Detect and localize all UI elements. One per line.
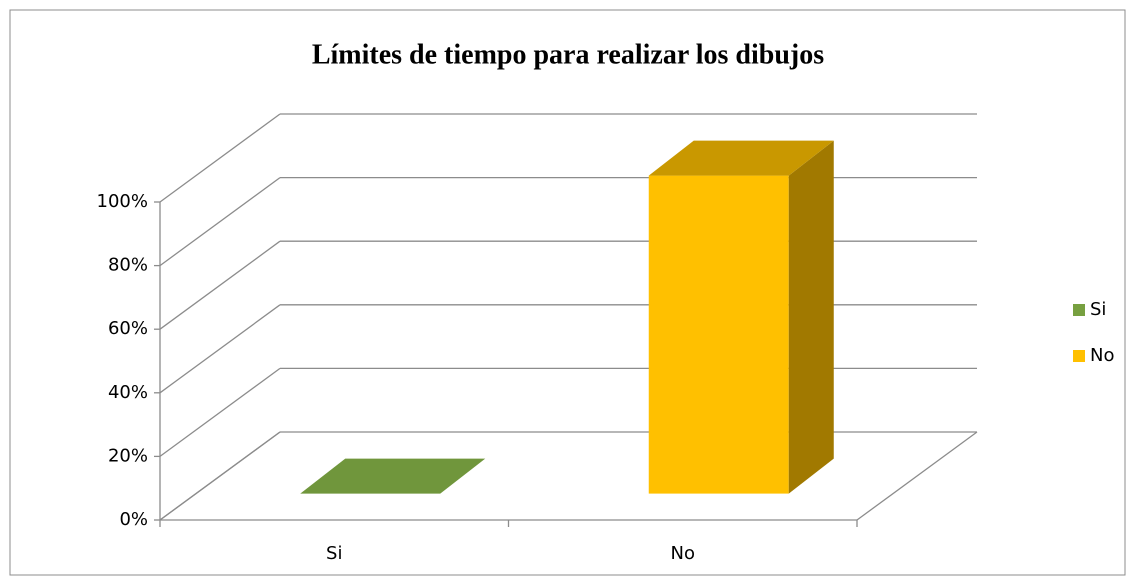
bar-side — [788, 140, 834, 494]
grid-line — [159, 304, 281, 394]
y-tick-label: 0% — [119, 509, 148, 530]
x-tick-label: No — [671, 543, 695, 564]
bar-top — [300, 458, 486, 494]
floor-edge — [856, 431, 978, 521]
y-tick-label: 100% — [97, 191, 148, 212]
y-tick-label: 80% — [108, 255, 148, 276]
grid-line — [159, 177, 281, 267]
grid-line — [159, 113, 281, 203]
y-tick-label: 60% — [108, 318, 148, 339]
x-tick-label: Si — [326, 543, 342, 564]
grid-line — [159, 367, 281, 457]
y-tick-label: 20% — [108, 445, 148, 466]
bar-top — [648, 140, 834, 176]
grid-line — [159, 240, 281, 330]
legend-label: No — [1090, 345, 1114, 366]
legend-label: Si — [1090, 299, 1106, 320]
bar-front — [648, 175, 789, 494]
grid-line — [159, 431, 281, 521]
chart-border — [9, 9, 1126, 576]
y-tick-label: 40% — [108, 382, 148, 403]
chart-title: Límites de tiempo para realizar los dibu… — [312, 39, 824, 70]
legend-swatch — [1073, 350, 1085, 362]
legend-swatch — [1073, 304, 1085, 316]
